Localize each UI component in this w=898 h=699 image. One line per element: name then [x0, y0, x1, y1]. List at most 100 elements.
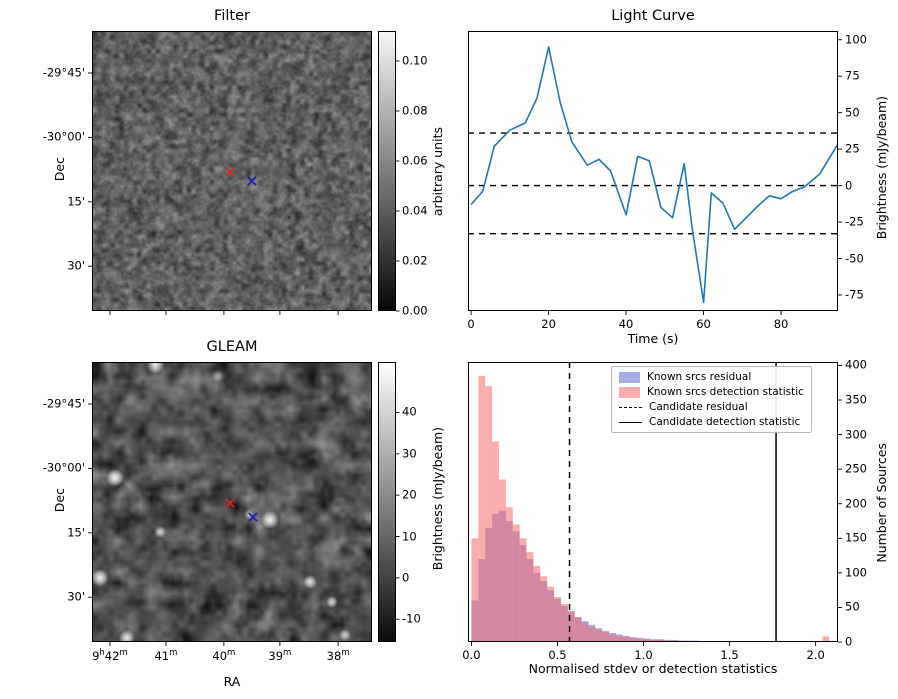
- histogram-bar: [547, 586, 555, 642]
- time-tick-label: 20: [541, 317, 556, 331]
- histogram-bar: [526, 552, 534, 642]
- colorbar-tick-label: 0.04: [402, 203, 428, 218]
- brightness-tick-label: -75: [845, 287, 864, 302]
- filter-title: Filter: [214, 8, 250, 24]
- legend-line-sample: [619, 406, 642, 408]
- source-marker-x: [247, 176, 257, 186]
- count-tick-label: 350: [845, 392, 867, 407]
- image-frame: [92, 31, 372, 311]
- histogram-bar: [519, 538, 527, 642]
- filter-colorbar-label: arbitrary units: [430, 127, 445, 217]
- histogram-bar: [478, 375, 486, 642]
- brightness-tick-label: 75: [845, 68, 860, 83]
- ra-tick-label: 39m: [268, 648, 292, 663]
- histogram-bar: [581, 622, 589, 642]
- count-tick-label: 250: [845, 461, 867, 476]
- brightness-tick-label: 25: [845, 141, 860, 156]
- histogram-bar: [498, 479, 506, 642]
- brightness-tick-label: -25: [845, 214, 864, 229]
- filter-ylabel: Dec: [52, 157, 67, 182]
- gleam-colorbar-label: Brightness (mJy/beam): [430, 427, 445, 571]
- histogram-bar: [492, 441, 499, 642]
- histogram-bar: [629, 637, 637, 642]
- legend-item: Known srcs residual: [619, 371, 804, 383]
- dec-tick-label: -29°45': [42, 396, 85, 411]
- histogram-bar: [636, 638, 644, 642]
- colorbar-tick-label: -10: [402, 611, 421, 626]
- stat-tick-label: 1.0: [634, 648, 653, 662]
- histogram-bar: [602, 632, 610, 642]
- histogram-bar: [540, 576, 548, 642]
- count-tick-label: 200: [845, 496, 867, 511]
- histogram-bar: [595, 629, 603, 642]
- gleam-title: GLEAM: [206, 339, 258, 355]
- dec-tick-label: -30°00': [42, 460, 85, 475]
- gleam-xlabel: RA: [223, 674, 241, 689]
- lightcurve-xlabel: Time (s): [627, 331, 679, 346]
- histogram-xlabel: Normalised stdev or detection statistics: [528, 661, 778, 676]
- colorbar-tick-label: 0.10: [402, 53, 428, 68]
- colorbar-tick-label: 30: [402, 446, 417, 461]
- source-marker-x: [225, 167, 235, 177]
- histogram-bar: [505, 507, 513, 642]
- histogram-legend: Known srcs residual Known srcs detection …: [611, 366, 812, 433]
- count-tick-label: 150: [845, 530, 867, 545]
- histogram-bar: [822, 636, 830, 642]
- colorbar-frame: [378, 31, 396, 311]
- legend-item: Known srcs detection statistic: [619, 386, 804, 398]
- colorbar-tick-label: 0.00: [402, 303, 428, 318]
- count-tick-label: 100: [845, 565, 867, 580]
- histogram-ylabel: Number of Sources: [874, 443, 889, 563]
- count-tick-label: 0: [845, 634, 853, 649]
- lightcurve-frame: [468, 31, 838, 311]
- colorbar-tick-label: 0.08: [402, 103, 428, 118]
- lightcurve-line: [470, 46, 838, 304]
- dec-tick-label: -29°45': [42, 65, 85, 80]
- source-marker-x: [225, 498, 235, 508]
- ra-tick-label: 40m: [212, 648, 236, 663]
- legend-patch: [619, 386, 640, 398]
- colorbar-tick-label: 0.02: [402, 253, 428, 268]
- colorbar-tick-label: 20: [402, 487, 417, 502]
- gleam-colorbar: [378, 362, 396, 642]
- dec-tick-label: 15': [67, 194, 85, 209]
- legend-line-sample: [619, 421, 642, 423]
- dec-tick-label: -30°00': [42, 129, 85, 144]
- histogram-bar: [657, 639, 665, 642]
- colorbar-tick-label: 0: [402, 570, 410, 585]
- histogram-bar: [533, 565, 541, 642]
- filter-colorbar: [378, 31, 396, 311]
- time-tick-label: 80: [773, 317, 789, 331]
- histogram-bar: [616, 635, 623, 642]
- histogram-bar: [622, 637, 630, 642]
- legend-label: Candidate residual: [649, 401, 748, 413]
- colorbar-tick-label: 0.06: [402, 153, 428, 168]
- legend-item: Candidate residual: [619, 401, 804, 413]
- dec-tick-label: 30': [67, 589, 85, 604]
- histogram-frame: [468, 362, 838, 642]
- count-tick-label: 300: [845, 426, 867, 441]
- stat-tick-label: 1.5: [720, 648, 739, 662]
- legend-label: Candidate detection statistic: [649, 416, 801, 428]
- brightness-tick-label: 50: [845, 105, 860, 120]
- histogram-bar: [485, 386, 493, 642]
- histogram-bar: [512, 524, 520, 642]
- histogram-bar: [643, 639, 651, 642]
- count-tick-label: 50: [845, 599, 860, 614]
- histogram-bar: [567, 610, 575, 642]
- histogram-bar: [588, 626, 596, 642]
- colorbar-tick-label: 10: [402, 528, 417, 543]
- image-frame: [92, 362, 372, 642]
- legend-label: Known srcs residual: [647, 371, 752, 383]
- ra-tick-label: 41m: [154, 648, 178, 663]
- histogram-bar: [471, 538, 479, 642]
- stat-tick-label: 2.0: [806, 648, 825, 662]
- brightness-tick-label: 100: [845, 32, 867, 47]
- dec-tick-label: 15': [67, 525, 85, 540]
- histogram-bar: [609, 634, 616, 642]
- histogram-bar: [554, 597, 561, 642]
- source-marker-x: [248, 512, 258, 522]
- lightcurve-title: Light Curve: [611, 8, 695, 24]
- ra-tick-label: 38m: [326, 648, 350, 663]
- gleam-ylabel: Dec: [52, 488, 67, 513]
